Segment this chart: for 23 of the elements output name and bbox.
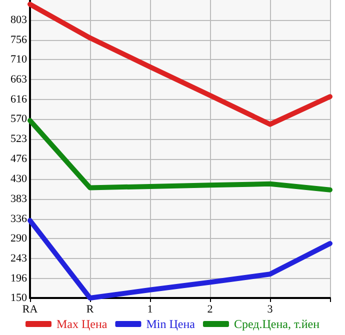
y-tick-label: 803 xyxy=(10,14,28,26)
y-tick-label: 290 xyxy=(10,232,28,244)
x-tick-label: 1 xyxy=(147,304,153,316)
x-tick-label: RA xyxy=(22,304,38,316)
y-tick-label: 570 xyxy=(10,113,28,126)
x-tick-label: R xyxy=(86,304,94,316)
x-tick-label: 3 xyxy=(267,304,274,316)
y-tick-label: 150 xyxy=(10,292,28,304)
y-tick-label: 383 xyxy=(10,192,28,205)
y-tick-label: 663 xyxy=(10,74,28,86)
y-tick-label: 336 xyxy=(10,212,28,225)
legend-label: Min Цена xyxy=(146,317,196,331)
y-tick-label: 196 xyxy=(10,272,28,284)
legend-label: Сред.Цена, т.йен xyxy=(234,317,320,331)
x-tick-label: 2 xyxy=(207,304,213,316)
y-tick-label: 756 xyxy=(10,34,28,46)
legend-label: Max Цена xyxy=(56,317,108,331)
y-tick-label: 616 xyxy=(10,94,28,106)
y-tick-label: 523 xyxy=(10,133,28,146)
y-tick-label: 243 xyxy=(10,252,28,264)
y-tick-label: 710 xyxy=(10,54,28,66)
y-tick-label: 430 xyxy=(10,172,28,185)
y-tick-label: 476 xyxy=(10,153,28,166)
